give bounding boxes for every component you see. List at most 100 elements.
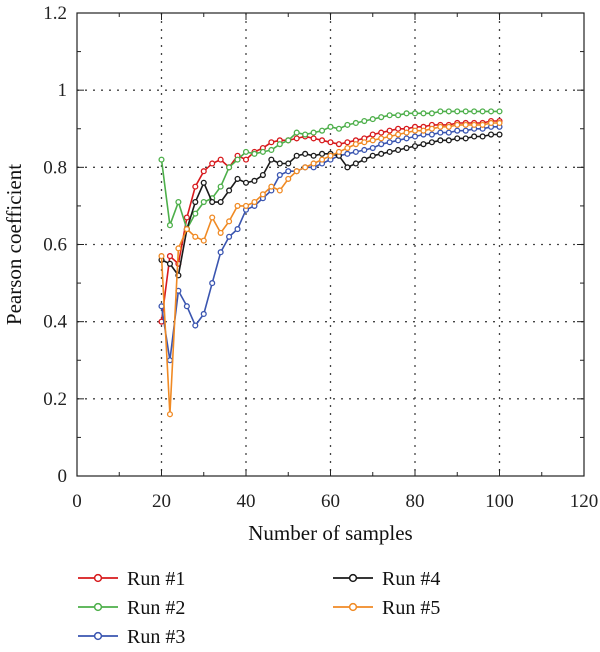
- data-point-run-2: [158, 156, 165, 163]
- y-tick-label: 0.2: [43, 389, 67, 410]
- data-point-run-5: [318, 156, 326, 163]
- data-point-run-5: [310, 160, 317, 167]
- data-point-run-2: [226, 164, 233, 171]
- data-point-run-4: [217, 199, 224, 206]
- data-point-run-2: [200, 199, 207, 206]
- data-point-run-3: [378, 141, 385, 148]
- data-point-run-3: [386, 139, 393, 146]
- data-point-run-4: [428, 139, 435, 146]
- data-point-run-5: [268, 183, 275, 190]
- y-tick-label: 0.8: [43, 157, 67, 178]
- data-point-run-4: [411, 143, 419, 150]
- data-point-run-4: [445, 137, 452, 144]
- data-point-run-2: [420, 110, 427, 117]
- data-point-run-3: [192, 322, 199, 329]
- x-axis-title: Number of samples: [248, 521, 412, 545]
- data-point-run-5: [327, 152, 334, 159]
- data-point-run-4: [344, 164, 351, 171]
- data-point-run-3: [217, 249, 224, 256]
- data-point-run-5: [352, 141, 359, 148]
- data-point-run-5: [428, 125, 435, 132]
- data-point-run-2: [285, 137, 292, 144]
- data-point-run-4: [361, 156, 368, 163]
- x-tick-label: 80: [406, 491, 425, 512]
- data-point-run-4: [318, 150, 326, 157]
- data-point-run-1: [217, 156, 224, 163]
- data-point-run-5: [242, 202, 250, 209]
- x-tick-label: 40: [237, 491, 256, 512]
- data-point-run-3: [166, 357, 174, 364]
- data-point-run-3: [454, 127, 461, 134]
- data-point-run-3: [445, 129, 452, 136]
- data-point-run-4: [352, 160, 359, 167]
- legend-marker-run-1: [93, 573, 103, 583]
- data-point-run-4: [479, 133, 486, 140]
- data-point-run-1: [268, 139, 275, 146]
- data-point-run-1: [183, 214, 190, 221]
- y-tick-label: 1: [58, 80, 68, 101]
- data-point-run-2: [428, 110, 435, 117]
- data-point-run-2: [462, 108, 469, 115]
- data-point-run-2: [276, 141, 283, 148]
- data-point-run-1: [335, 141, 343, 148]
- data-point-run-5: [158, 253, 165, 260]
- data-point-run-5: [217, 229, 224, 236]
- data-point-run-2: [318, 127, 326, 134]
- data-point-run-3: [369, 144, 376, 152]
- data-point-run-5: [437, 123, 444, 130]
- data-point-run-1: [369, 131, 376, 138]
- data-point-run-3: [462, 127, 469, 134]
- data-point-run-5: [344, 144, 351, 152]
- data-point-run-4: [462, 135, 469, 142]
- legend-marker-run-5: [348, 602, 358, 612]
- data-point-run-3: [158, 303, 165, 310]
- data-point-run-2: [454, 108, 461, 115]
- y-tick-label: 1.2: [43, 3, 67, 24]
- data-point-run-3: [428, 131, 435, 138]
- data-point-run-3: [411, 133, 419, 140]
- data-point-run-2: [251, 150, 258, 157]
- x-tick-label: 100: [485, 491, 514, 512]
- x-tick-label: 120: [570, 491, 599, 512]
- data-point-run-2: [234, 156, 241, 163]
- data-point-run-2: [487, 108, 495, 115]
- legend-label-run-2: Run #2: [127, 597, 185, 619]
- data-point-run-2: [411, 110, 419, 117]
- data-point-run-1: [386, 127, 393, 134]
- data-point-run-4: [454, 135, 461, 142]
- data-point-run-2: [293, 129, 300, 136]
- data-point-run-2: [479, 108, 486, 115]
- data-point-run-2: [192, 210, 199, 217]
- data-point-run-4: [471, 133, 478, 140]
- data-point-run-5: [285, 175, 292, 182]
- data-point-run-5: [378, 135, 385, 142]
- data-point-run-5: [361, 139, 368, 146]
- data-point-run-1: [378, 129, 385, 136]
- data-point-run-2: [403, 110, 410, 117]
- data-point-run-4: [259, 172, 266, 179]
- data-point-run-5: [183, 226, 190, 233]
- data-point-run-5: [293, 168, 300, 175]
- data-point-run-2: [268, 146, 275, 154]
- data-point-run-4: [200, 179, 207, 186]
- data-point-run-4: [496, 131, 503, 138]
- data-point-run-2: [395, 112, 402, 119]
- data-point-run-5: [276, 187, 283, 194]
- data-point-run-5: [496, 119, 503, 127]
- data-point-run-4: [209, 199, 216, 206]
- data-point-run-1: [200, 168, 207, 175]
- data-point-run-5: [166, 411, 174, 418]
- data-point-run-2: [437, 108, 444, 115]
- data-point-run-5: [369, 137, 376, 144]
- legend-marker-run-3: [93, 631, 103, 641]
- data-point-run-4: [226, 187, 233, 194]
- data-point-run-2: [369, 116, 376, 123]
- data-point-run-3: [234, 226, 241, 233]
- data-point-run-4: [192, 199, 199, 206]
- legend-label-run-3: Run #3: [127, 626, 185, 648]
- data-point-run-2: [166, 222, 174, 229]
- data-point-run-5: [420, 127, 427, 134]
- data-point-run-5: [395, 131, 402, 138]
- data-point-run-5: [192, 233, 199, 240]
- data-point-run-4: [386, 148, 393, 155]
